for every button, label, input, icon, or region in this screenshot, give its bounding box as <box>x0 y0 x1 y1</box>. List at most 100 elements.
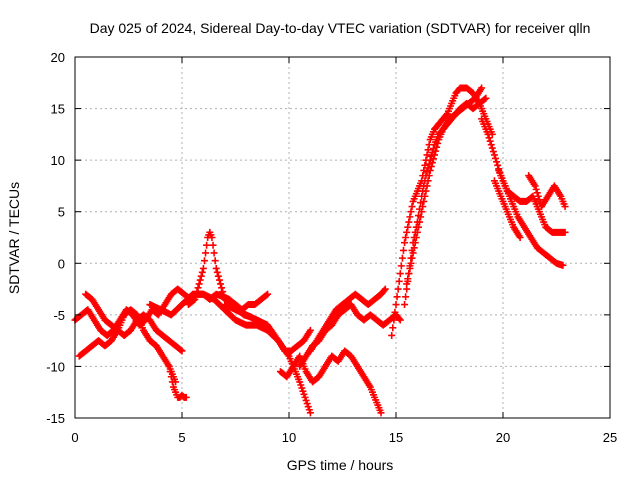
data-point <box>168 378 176 386</box>
data-point <box>534 192 542 200</box>
data-point <box>442 111 450 119</box>
x-tick-label: 10 <box>282 430 296 445</box>
data-point <box>306 326 314 334</box>
data-point <box>197 272 205 280</box>
data-point <box>414 223 422 231</box>
data-point <box>427 163 435 171</box>
data-point <box>396 270 404 278</box>
data-point <box>399 246 407 254</box>
data-point <box>423 182 431 190</box>
data-point <box>417 213 425 221</box>
data-points <box>71 84 569 417</box>
data-point <box>405 270 413 278</box>
data-point <box>380 286 388 294</box>
data-point <box>398 254 406 262</box>
series-arc-8 <box>276 347 385 417</box>
data-point <box>211 257 219 265</box>
data-point <box>410 244 418 252</box>
data-point <box>561 203 569 211</box>
data-point <box>424 146 432 154</box>
data-point <box>395 315 403 323</box>
data-point <box>405 218 413 226</box>
data-point <box>431 151 439 159</box>
series-arc-7 <box>221 301 314 355</box>
y-tick-label: 0 <box>58 256 65 271</box>
y-tick-label: -5 <box>53 308 65 323</box>
data-point <box>426 166 434 174</box>
data-point <box>409 249 417 257</box>
x-axis-label: GPS time / hours <box>287 457 394 473</box>
x-tick-label: 20 <box>496 430 510 445</box>
data-point <box>199 264 207 272</box>
data-point <box>395 277 403 285</box>
data-point <box>413 228 421 236</box>
data-point <box>212 264 220 272</box>
y-tick-label: 10 <box>51 153 65 168</box>
data-point <box>516 234 524 241</box>
data-point <box>482 94 490 102</box>
y-tick-label: -15 <box>46 411 65 426</box>
x-tick-label: 0 <box>71 430 78 445</box>
data-point <box>391 308 399 316</box>
x-tick-label: 15 <box>389 430 403 445</box>
data-point <box>167 373 175 381</box>
data-point <box>388 331 396 339</box>
x-tick-label: 25 <box>603 430 617 445</box>
data-point <box>403 280 411 288</box>
data-point <box>478 84 486 92</box>
series-arc-16 <box>490 177 524 241</box>
data-point <box>404 275 412 283</box>
data-point <box>220 292 228 300</box>
data-point <box>182 393 190 401</box>
data-point <box>404 223 412 231</box>
data-point <box>166 368 174 376</box>
plot-frame <box>74 56 611 419</box>
data-point <box>194 284 202 292</box>
data-point <box>210 249 218 257</box>
data-point <box>420 166 428 174</box>
data-point <box>402 234 410 241</box>
data-point <box>215 276 223 284</box>
data-point <box>416 218 424 226</box>
data-point <box>393 293 401 301</box>
data-point <box>422 187 430 195</box>
chart-title: Day 025 of 2024, Sidereal Day-to-day VTE… <box>90 20 591 36</box>
y-tick-label: 15 <box>51 102 65 117</box>
data-point <box>392 301 400 309</box>
data-point <box>407 208 415 216</box>
data-point <box>406 213 414 221</box>
series-arc-11 <box>388 84 496 339</box>
data-point <box>433 143 441 151</box>
series-arc-4 <box>82 290 186 355</box>
data-point <box>209 241 217 249</box>
data-point <box>381 285 389 293</box>
data-point <box>532 185 540 193</box>
data-point <box>218 284 226 292</box>
data-point <box>531 182 539 190</box>
data-point <box>418 208 426 216</box>
data-point <box>412 234 420 241</box>
data-point <box>177 346 185 354</box>
data-point <box>406 264 414 272</box>
y-tick-label: 5 <box>58 205 65 220</box>
y-tick-label: 20 <box>51 50 65 65</box>
data-point <box>401 239 409 247</box>
data-point <box>408 254 416 262</box>
series-arc-13 <box>403 84 486 288</box>
data-point <box>403 228 411 236</box>
data-point <box>394 285 402 293</box>
grid <box>75 57 610 418</box>
data-point <box>535 196 543 204</box>
data-point <box>493 158 501 166</box>
data-point <box>425 172 433 180</box>
data-point <box>178 347 186 355</box>
data-point <box>263 291 271 299</box>
data-point <box>411 239 419 247</box>
data-point <box>420 197 428 205</box>
data-point <box>494 161 502 169</box>
data-point <box>434 139 442 147</box>
data-point <box>208 234 216 241</box>
data-point <box>486 137 494 145</box>
data-point <box>196 276 204 284</box>
